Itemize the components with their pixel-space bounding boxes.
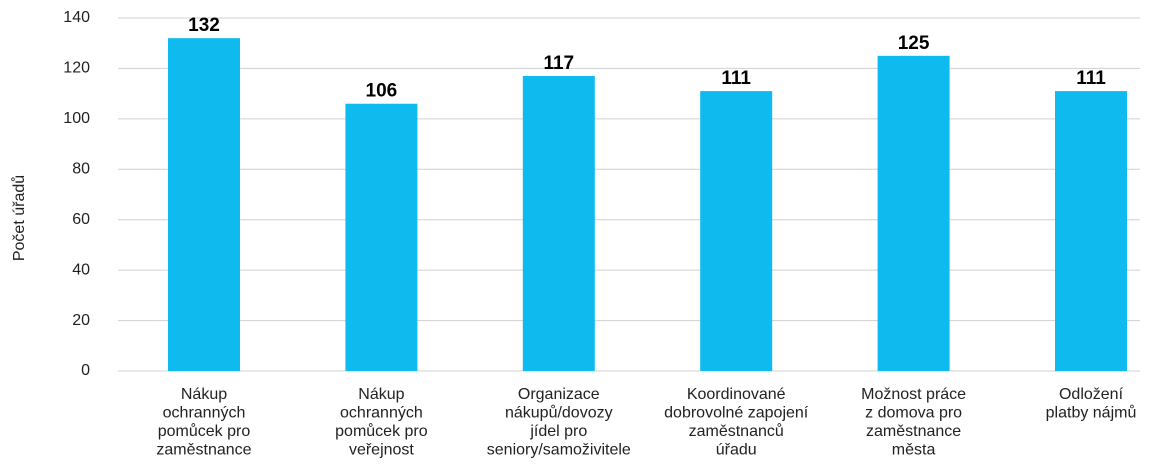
x-tick-label: Možnost práce (861, 386, 966, 403)
x-tick-label: zaměstnance (156, 442, 251, 459)
x-tick-label: města (892, 442, 936, 459)
y-tick-label: 140 (63, 9, 90, 26)
x-tick-label: dobrovolné zapojení (664, 405, 809, 422)
value-label: 117 (543, 53, 574, 74)
y-tick-label: 20 (72, 312, 90, 329)
x-tick-label: zaměstnance (866, 423, 961, 440)
x-tick-label: Odložení (1059, 386, 1124, 403)
y-tick-label: 60 (72, 211, 90, 228)
value-label: 111 (721, 68, 751, 89)
bar (522, 75, 595, 371)
y-axis-label: Počet úřadů (10, 175, 28, 261)
x-tick-label: Organizace (518, 386, 600, 403)
x-tick-label: pomůcek pro (158, 422, 251, 440)
y-tick-label: 0 (81, 362, 90, 379)
x-tick-label: pomůcek pro (335, 422, 428, 440)
value-label: 132 (188, 15, 220, 36)
x-tick-label: z domova pro (865, 405, 962, 422)
x-tick-label: ochranných (340, 405, 423, 422)
value-label: 106 (366, 81, 398, 102)
x-tick-label: Koordinované (687, 386, 786, 403)
x-tick-label: úřadu (716, 442, 757, 459)
bar (700, 91, 773, 371)
bar (168, 38, 240, 372)
x-tick-label: veřejnost (349, 442, 414, 459)
x-tick-label: Nákup (358, 386, 404, 403)
y-tick-label: 40 (72, 261, 90, 278)
value-label: 111 (1076, 68, 1106, 89)
x-tick-label: seniory/samoživitele (487, 442, 631, 459)
x-tick-label: jídel pro (529, 423, 587, 440)
bar (345, 103, 418, 371)
bar (1055, 91, 1127, 371)
x-tick-label: Nákup (181, 386, 227, 403)
x-tick-label: nákupů/dovozy (505, 404, 613, 422)
x-tick-label: platby nájmů (1046, 404, 1137, 422)
value-label: 125 (898, 33, 930, 54)
y-tick-label: 120 (63, 60, 90, 77)
x-tick-label: ochranných (163, 405, 246, 422)
y-tick-label: 100 (63, 110, 90, 127)
bar (877, 55, 950, 371)
x-tick-label: zaměstnanců (689, 422, 784, 440)
y-tick-label: 80 (72, 161, 90, 178)
